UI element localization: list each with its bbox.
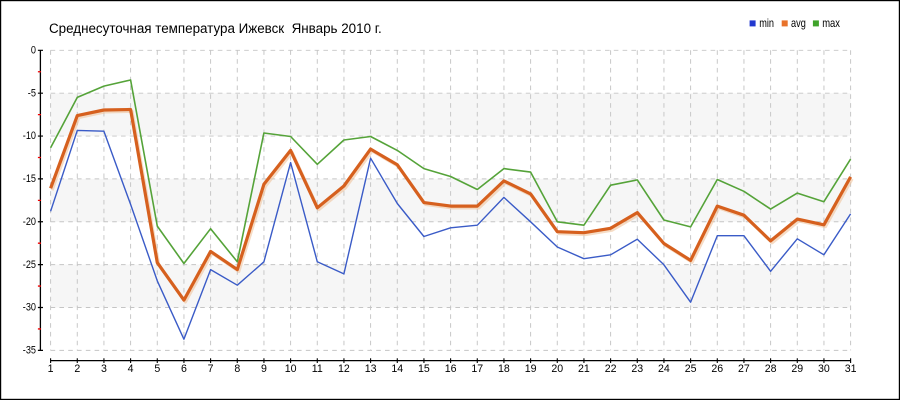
svg-text:1: 1 (48, 363, 54, 375)
svg-text:max: max (822, 17, 840, 30)
svg-text:-20: -20 (23, 216, 36, 228)
svg-text:-15: -15 (23, 173, 36, 185)
svg-text:-30: -30 (23, 302, 36, 314)
svg-text:15: 15 (418, 363, 430, 375)
svg-text:7: 7 (208, 363, 214, 375)
svg-text:12: 12 (338, 363, 350, 375)
svg-text:22: 22 (605, 363, 617, 375)
svg-text:10: 10 (285, 363, 297, 375)
svg-text:min: min (759, 17, 774, 30)
svg-text:Среднесуточная температура Иже: Среднесуточная температура Ижевск Январь… (49, 21, 382, 36)
svg-text:28: 28 (765, 363, 777, 375)
svg-text:-5: -5 (28, 87, 36, 99)
svg-text:18: 18 (498, 363, 510, 375)
svg-text:-25: -25 (23, 259, 36, 271)
svg-text:26: 26 (711, 363, 723, 375)
svg-text:8: 8 (234, 363, 240, 375)
svg-text:6: 6 (181, 363, 187, 375)
svg-text:5: 5 (154, 363, 160, 375)
svg-text:25: 25 (685, 363, 697, 375)
svg-text:23: 23 (631, 363, 643, 375)
svg-text:17: 17 (471, 363, 483, 375)
svg-text:16: 16 (445, 363, 457, 375)
svg-text:3: 3 (101, 363, 107, 375)
svg-text:11: 11 (312, 363, 323, 375)
svg-text:31: 31 (845, 363, 857, 375)
svg-text:9: 9 (261, 363, 267, 375)
svg-text:14: 14 (391, 363, 403, 375)
svg-text:avg: avg (791, 17, 806, 30)
svg-text:27: 27 (738, 363, 750, 375)
svg-text:13: 13 (365, 363, 377, 375)
svg-text:24: 24 (658, 363, 670, 375)
svg-text:29: 29 (791, 363, 803, 375)
svg-text:21: 21 (578, 363, 590, 375)
svg-text:-35: -35 (23, 345, 36, 357)
svg-text:-10: -10 (23, 130, 36, 142)
svg-text:4: 4 (128, 363, 134, 375)
svg-text:2: 2 (74, 363, 80, 375)
svg-text:0: 0 (31, 45, 36, 57)
svg-text:20: 20 (551, 363, 563, 375)
svg-text:19: 19 (525, 363, 537, 375)
svg-text:30: 30 (818, 363, 830, 375)
